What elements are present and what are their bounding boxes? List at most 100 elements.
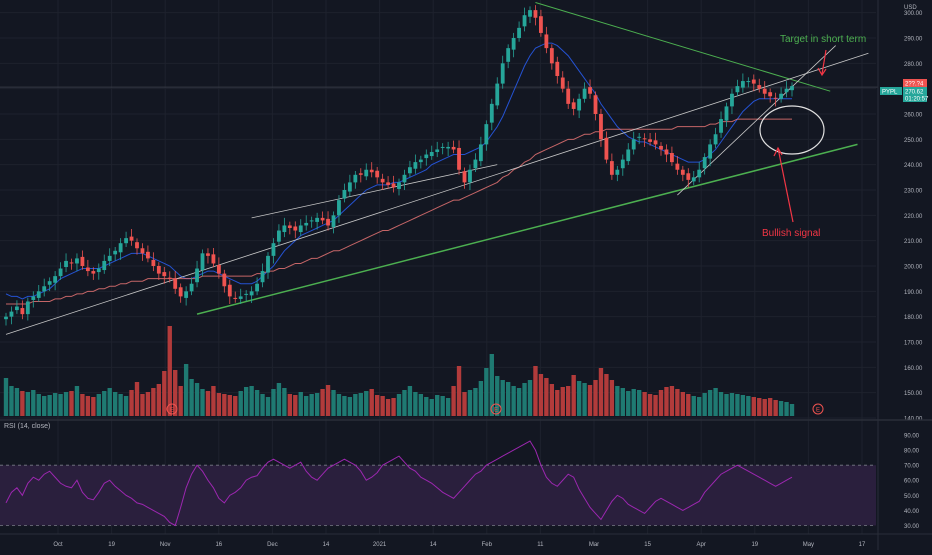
volume-bar [429, 399, 434, 416]
time-axis-tick-label: Dec [267, 542, 278, 548]
time-axis-tick-label: Apr [697, 542, 706, 548]
time-axis-tick-label: 14 [323, 542, 330, 548]
bullish-arrowhead [773, 146, 783, 157]
price-axis-tick-label: 220.00 [904, 214, 923, 220]
volume-bar [718, 392, 724, 416]
candle-body [609, 161, 614, 175]
volume-bar [134, 382, 140, 416]
volume-bar [205, 391, 211, 416]
candle-body [555, 61, 560, 76]
volume-bar [358, 393, 363, 416]
volume-bar [96, 394, 101, 416]
volume-bar [527, 380, 533, 416]
volume-bar [91, 397, 96, 416]
candle-body [118, 243, 123, 253]
candle-body [719, 119, 723, 133]
rsi-axis-tick-label: 60.00 [904, 479, 920, 485]
price-axis-tick-label: 180.00 [904, 315, 923, 321]
volume-bar [456, 366, 462, 416]
candle-body [124, 238, 128, 244]
price-axis-tick-label: 280.00 [904, 62, 923, 68]
candle-body [75, 258, 79, 264]
volume-bar [293, 395, 298, 416]
price-axis-tick-label: 240.00 [904, 163, 923, 169]
rsi-axis-tick-label: 90.00 [904, 434, 920, 440]
volume-bar [369, 389, 374, 416]
price-value-badge [903, 87, 927, 102]
volume-bar [325, 385, 331, 416]
volume-bar [620, 388, 625, 416]
price-axis-tick-label: 250.00 [904, 138, 923, 144]
price-axis-tick-label: 200.00 [904, 265, 923, 271]
candle-body [107, 255, 112, 261]
candle-body [397, 182, 401, 189]
volume-bar [560, 387, 565, 416]
price-value-text: 270.62 [905, 90, 924, 96]
time-axis-tick-label: 11 [537, 542, 544, 548]
rsi-label: RSI (14, close) [4, 423, 50, 430]
candle-body [282, 225, 287, 233]
earnings-marker [812, 403, 824, 415]
candlestick-layer [4, 5, 794, 326]
candle-body [429, 152, 434, 157]
price-axis-tick-label: 300.00 [904, 11, 923, 17]
candle-body [266, 255, 270, 273]
candle-body [544, 34, 549, 49]
volume-layer [3, 326, 795, 416]
volume-bar [462, 392, 467, 416]
earnings-marker [490, 403, 502, 415]
candle-body [468, 169, 472, 183]
candle-body [522, 15, 527, 27]
volume-bar [249, 386, 254, 416]
candle-body [151, 259, 156, 266]
volume-bar [298, 392, 303, 416]
ticker-badge [880, 87, 902, 95]
candle-body [489, 103, 494, 123]
candle-body [113, 250, 118, 255]
candle-body [571, 102, 576, 109]
volume-bar [697, 397, 702, 416]
candle-body [211, 254, 216, 264]
candle-body [293, 226, 298, 231]
candle-body [287, 225, 292, 228]
volume-bar [47, 395, 52, 416]
candle-body [424, 154, 429, 159]
candle-body [402, 174, 407, 183]
candle-body [446, 146, 451, 149]
candle-body [751, 79, 756, 84]
candle-body [271, 243, 276, 256]
candle-body [539, 16, 543, 33]
candle-body [195, 268, 199, 283]
candle-body [582, 88, 587, 99]
volume-bar [353, 394, 358, 416]
candle-body [298, 225, 303, 233]
volume-bar [63, 392, 69, 416]
volume-bar [489, 354, 494, 416]
rsi-axis-tick-label: 40.00 [904, 509, 920, 515]
volume-bar [604, 374, 609, 416]
volume-bar [773, 400, 778, 416]
volume-bar [576, 381, 582, 416]
rsi-band [0, 465, 876, 526]
candle-body [517, 27, 521, 38]
rising-trendline [677, 45, 836, 196]
volume-bar [511, 386, 516, 416]
ticker-text: PYPL [882, 90, 898, 96]
volume-bar [735, 394, 740, 416]
volume-bar [500, 380, 505, 416]
candle-body [762, 88, 767, 94]
price-axis-tick-label: 190.00 [904, 290, 923, 296]
volume-bar [304, 396, 309, 416]
candle-body [599, 114, 603, 140]
earnings-marker [166, 403, 178, 415]
candle-body [626, 149, 631, 162]
volume-bar [151, 388, 156, 416]
time-axis-tick-label: May [803, 542, 814, 548]
volume-bar [582, 383, 587, 416]
volume-bar [173, 370, 178, 416]
candle-body [451, 146, 456, 150]
volume-bar [626, 391, 631, 416]
volume-bar [598, 368, 604, 416]
volume-bar [418, 394, 424, 416]
candle-body [435, 149, 440, 152]
